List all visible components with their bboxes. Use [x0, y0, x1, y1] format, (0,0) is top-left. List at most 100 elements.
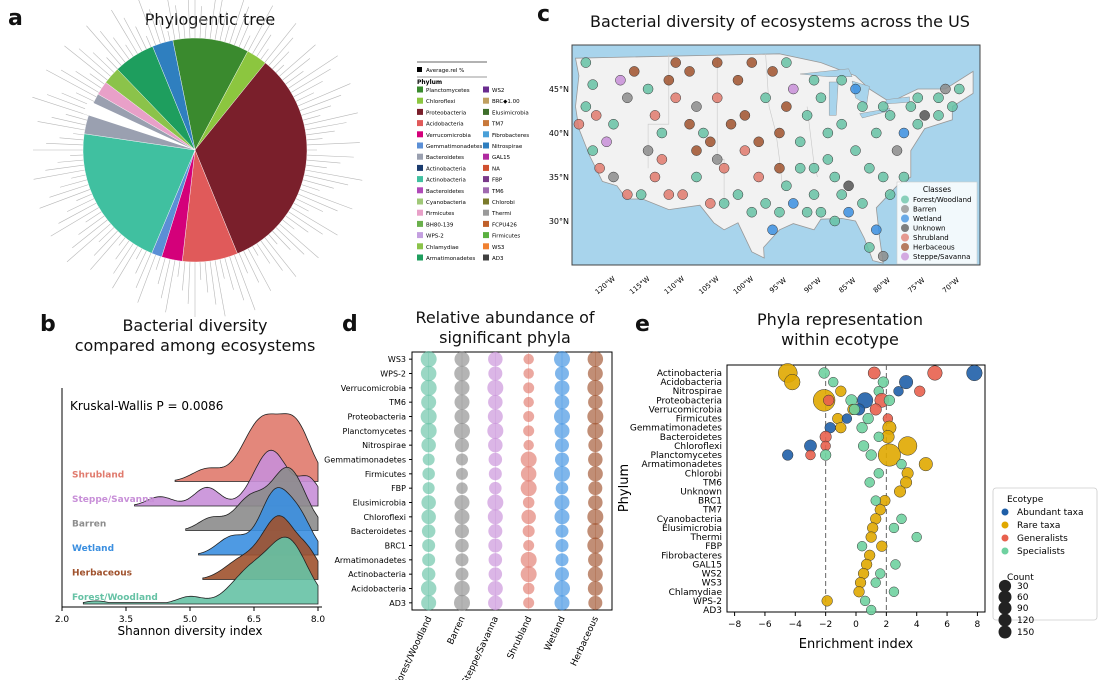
ecotype-legend-box: [992, 487, 1098, 621]
panel-a-phylogenetic-tree: Average.rel % Phylum Planctomycetes Chlorof…: [32, 0, 529, 317]
site-point: [857, 198, 868, 209]
abundance-bubble: [422, 482, 435, 495]
site-point: [871, 127, 882, 139]
abundance-bubble: [488, 437, 503, 453]
kruskal-wallis-annotation: Kruskal-Wallis P = 0.0086: [70, 399, 223, 413]
lon-tick-label: 70°W: [941, 276, 961, 295]
site-point: [857, 101, 868, 112]
abundance-bubble: [421, 495, 436, 510]
map-legend-title: Classes: [923, 185, 951, 194]
site-point: [864, 242, 875, 253]
legend-label: WS3: [492, 245, 505, 251]
site-point: [919, 110, 930, 121]
site-point: [642, 83, 654, 95]
abundance-bubble: [488, 467, 502, 481]
legend-label: TM6: [491, 189, 504, 195]
map-legend-label: Steppe/Savanna: [913, 253, 970, 261]
site-point: [801, 110, 813, 121]
legend-swatch: [483, 176, 489, 183]
legend-swatch: [483, 220, 489, 227]
site-point: [850, 145, 861, 156]
legend-swatch: [417, 97, 423, 104]
abundance-bubble: [587, 408, 604, 425]
legend-swatch: [483, 187, 489, 194]
site-point: [801, 206, 813, 218]
x-tick-label: −8: [728, 620, 742, 630]
abundance-bubble: [554, 465, 570, 482]
enrichment-point: [862, 412, 874, 425]
legend-label: WS2: [492, 88, 504, 94]
legend-swatch: [417, 209, 423, 216]
legend-swatch: [417, 108, 423, 115]
site-point: [590, 110, 602, 121]
phylum-label: Actinobacteria: [657, 369, 722, 379]
map-legend-marker: [901, 205, 909, 213]
phylum-label: Chlorobi: [685, 469, 722, 479]
site-point: [808, 74, 820, 86]
site-point: [622, 92, 633, 104]
x-tick-label: 2.0: [55, 615, 70, 625]
x-tick-label: 2: [883, 620, 889, 630]
ridge-label: Forest/Woodland: [72, 593, 158, 603]
site-point: [656, 127, 668, 139]
site-point: [933, 92, 944, 104]
enrichment-point: [896, 458, 907, 470]
phylum-label: Bacteroidetes: [660, 433, 723, 443]
map-legend-label: Wetland: [913, 215, 942, 223]
site-point: [774, 162, 785, 174]
abundance-bubble: [420, 408, 437, 425]
x-tick-label: −4: [789, 620, 803, 630]
abundance-bubble: [487, 409, 503, 424]
legend-marker: [417, 67, 422, 72]
abundance-bubble: [456, 467, 468, 480]
site-point: [663, 74, 675, 86]
panel-d-title-line1: Relative abundance of: [415, 308, 595, 327]
enrichment-point: [896, 513, 907, 525]
abundance-bubble: [588, 481, 603, 496]
abundance-bubble: [455, 438, 469, 453]
abundance-bubble: [455, 567, 469, 581]
legend-label: Armatimonadetes: [426, 256, 475, 262]
abundance-bubble: [456, 482, 468, 494]
legend-swatch: [483, 108, 489, 115]
phylum-label: Armatimonadetes: [641, 460, 722, 470]
lon-tick-label: 100°W: [732, 275, 755, 296]
column-label: Herbaceous: [569, 615, 601, 668]
ecotype-legend-label: Generalists: [1017, 534, 1068, 544]
row-label: Gemmatimonadetes: [324, 456, 406, 465]
map-legend-marker: [901, 233, 909, 242]
lat-tick-label: 35°N: [549, 173, 569, 182]
site-point: [954, 83, 965, 95]
site-point: [767, 66, 778, 77]
panel-b-title: Bacterial diversity compared among ecosy…: [60, 316, 330, 356]
abundance-bubble: [523, 368, 534, 379]
enrichment-point: [900, 476, 913, 489]
map-legend-marker: [901, 224, 909, 232]
row-label: Planctomycetes: [342, 427, 406, 436]
legend-label: Elusimicrobia: [492, 110, 529, 116]
abundance-bubble: [554, 495, 570, 510]
lon-tick-label: 80°W: [872, 276, 892, 295]
site-point: [940, 83, 951, 95]
enrichment-point: [888, 522, 900, 534]
abundance-bubble: [520, 566, 537, 583]
panel-b-title-line2: compared among ecosystems: [74, 336, 316, 355]
site-point: [684, 118, 695, 130]
legend-label: Chloroflexi: [426, 99, 456, 105]
ridge-label: Barren: [72, 520, 106, 530]
enrichment-point: [841, 413, 853, 424]
site-point: [746, 206, 758, 218]
legend-label: BH80-139: [426, 222, 454, 228]
legend-swatch: [483, 97, 489, 104]
ecotype-legend-label: Abundant taxa: [1017, 508, 1084, 518]
lat-tick-label: 45°N: [549, 85, 569, 94]
abundance-bubble: [520, 466, 537, 482]
enrichment-point: [883, 394, 895, 406]
x-tick-label: 3.5: [119, 615, 133, 625]
phylum-label: Cyanobacteria: [657, 515, 722, 525]
site-point: [781, 57, 792, 68]
site-point: [815, 206, 827, 218]
enrichment-point: [914, 385, 926, 397]
map-legend-label: Forest/Woodland: [913, 196, 971, 204]
site-point: [691, 145, 702, 156]
